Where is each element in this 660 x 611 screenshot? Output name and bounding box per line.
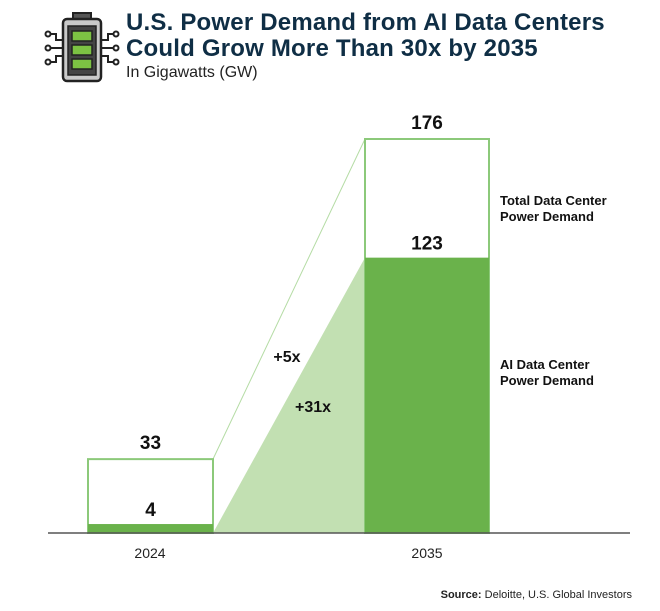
x-tick-2024: 2024 xyxy=(134,545,165,561)
label-total-2035: 176 xyxy=(411,113,443,134)
annotation-total-growth: +5x xyxy=(273,349,300,366)
chart-subtitle: In Gigawatts (GW) xyxy=(126,64,258,81)
annotation-ai-growth: +31x xyxy=(295,399,331,416)
bar-total-2024 xyxy=(87,458,214,534)
bar-ai-2024 xyxy=(88,524,213,533)
title-line-2: Could Grow More Than 30x by 2035 xyxy=(126,35,538,62)
label-ai-2024: 4 xyxy=(145,500,156,521)
legend-ai-line2: Power Demand xyxy=(500,373,594,388)
legend-total-line2: Power Demand xyxy=(500,209,594,224)
title-line-1: U.S. Power Demand from AI Data Centers xyxy=(126,9,605,36)
label-total-2024: 33 xyxy=(140,433,161,454)
legend-total-line1: Total Data Center xyxy=(500,193,607,208)
battery-circuit-icon xyxy=(44,12,120,83)
label-ai-2035: 123 xyxy=(411,234,443,255)
source-note: Source: Deloitte, U.S. Global Investors xyxy=(441,589,632,601)
source-label: Source: xyxy=(440,589,482,601)
x-tick-2035: 2035 xyxy=(411,545,442,561)
ai-growth-area xyxy=(213,257,365,533)
legend-ai-line1: AI Data Center xyxy=(500,357,590,372)
bar-ai-2035 xyxy=(365,257,489,533)
source-text: Deloitte, U.S. Global Investors xyxy=(481,589,632,601)
chart-title: U.S. Power Demand from AI Data Centers Co… xyxy=(126,10,605,62)
